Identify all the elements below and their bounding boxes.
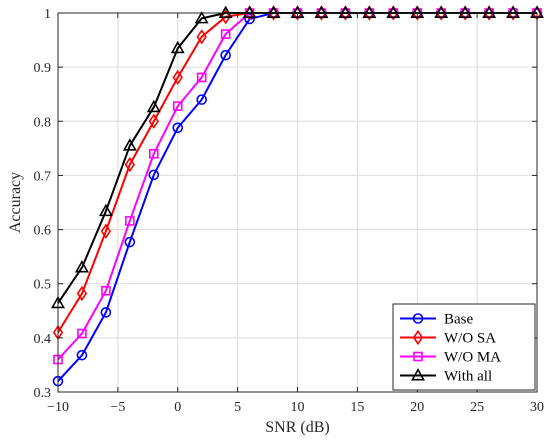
data-point bbox=[266, 5, 281, 19]
legend-item: W/O SA bbox=[400, 329, 496, 347]
legend-label: W/O MA bbox=[444, 350, 501, 366]
data-point bbox=[172, 69, 183, 86]
data-point bbox=[76, 349, 88, 361]
data-point bbox=[172, 122, 184, 134]
data-point bbox=[74, 260, 89, 273]
legend-label: With all bbox=[444, 369, 492, 385]
data-point bbox=[124, 236, 136, 248]
y-tick-label: 0.7 bbox=[34, 169, 52, 184]
data-point bbox=[148, 169, 160, 181]
y-axis-label: Accuracy bbox=[7, 172, 24, 233]
data-point bbox=[77, 328, 87, 339]
data-point bbox=[149, 148, 159, 159]
x-tick-label: −5 bbox=[110, 400, 125, 415]
legend: Base W/O SA W/O MA With all bbox=[392, 303, 536, 391]
x-tick-label: 5 bbox=[234, 400, 241, 415]
data-point bbox=[386, 5, 401, 19]
data-point bbox=[172, 101, 183, 111]
data-point bbox=[244, 13, 255, 25]
y-tick-label: 0.8 bbox=[34, 115, 52, 130]
legend-label: W/O SA bbox=[444, 331, 496, 347]
data-point bbox=[196, 94, 207, 105]
data-point bbox=[124, 156, 136, 173]
legend-marker bbox=[412, 313, 424, 324]
x-tick-label: 20 bbox=[410, 400, 424, 415]
y-tick-label: 0.4 bbox=[34, 332, 52, 347]
data-point bbox=[98, 203, 113, 217]
data-point bbox=[194, 10, 209, 24]
data-point bbox=[196, 72, 207, 83]
legend-item: W/O MA bbox=[400, 350, 501, 366]
data-point bbox=[362, 5, 377, 19]
data-point bbox=[242, 5, 257, 19]
data-point bbox=[220, 29, 231, 39]
data-point bbox=[170, 40, 185, 54]
legend-marker bbox=[413, 351, 423, 362]
legend-marker bbox=[411, 368, 425, 381]
y-tick-label: 0.9 bbox=[34, 61, 52, 76]
legend-item: Base bbox=[400, 312, 474, 328]
x-axis-label: SNR (dB) bbox=[265, 419, 329, 436]
axis-ticks: −10 −5 0 5 10 15 20 25 30 0.3 0.4 0.5 0.6 0.7 0.8 0.9 1 bbox=[34, 7, 545, 415]
x-tick-label: 10 bbox=[291, 400, 305, 415]
data-point bbox=[506, 5, 521, 19]
y-tick-label: 0.3 bbox=[34, 386, 52, 401]
x-tick-label: −10 bbox=[47, 400, 69, 415]
data-point bbox=[458, 5, 473, 19]
data-point bbox=[146, 99, 161, 113]
data-point bbox=[338, 5, 353, 19]
x-tick-label: 0 bbox=[174, 400, 181, 415]
y-tick-label: 0.5 bbox=[34, 278, 52, 293]
data-point bbox=[100, 223, 112, 239]
legend-item: With all bbox=[400, 368, 492, 385]
data-point bbox=[122, 138, 137, 151]
data-point bbox=[100, 307, 112, 318]
data-point bbox=[314, 5, 329, 19]
data-point bbox=[76, 285, 88, 302]
legend-marker bbox=[412, 329, 424, 346]
data-point bbox=[218, 5, 233, 19]
data-point bbox=[220, 49, 231, 61]
data-point bbox=[482, 5, 497, 19]
data-point bbox=[101, 285, 111, 296]
y-tick-label: 0.6 bbox=[34, 224, 52, 239]
x-tick-label: 25 bbox=[470, 400, 484, 415]
data-point bbox=[196, 29, 207, 45]
x-tick-label: 30 bbox=[530, 400, 544, 415]
y-tick-label: 1 bbox=[44, 7, 51, 22]
data-point bbox=[125, 216, 135, 226]
data-point bbox=[148, 113, 159, 129]
data-point bbox=[434, 5, 449, 19]
x-tick-label: 15 bbox=[350, 400, 364, 415]
legend-label: Base bbox=[444, 312, 474, 328]
data-point bbox=[220, 9, 231, 25]
